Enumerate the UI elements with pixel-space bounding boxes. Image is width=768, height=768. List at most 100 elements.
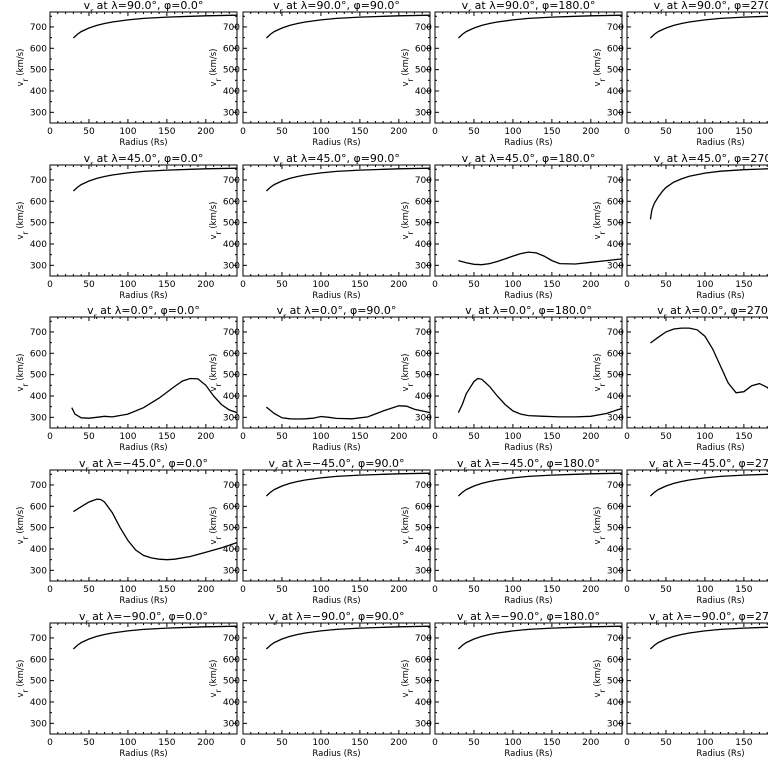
title-subscript: r: [85, 465, 89, 474]
title-v: v: [273, 0, 280, 12]
title-subscript: r: [406, 382, 415, 386]
title-v: v: [593, 81, 603, 86]
x-tick-label: 200: [197, 585, 214, 595]
title-rest: (km/s): [16, 507, 26, 537]
x-axis-label: Radius (Rs): [696, 291, 744, 301]
title-v: v: [401, 81, 411, 86]
x-tick-label: 50: [83, 432, 95, 442]
title-subscript: r: [21, 230, 30, 234]
series-line: [458, 251, 623, 266]
y-tick-label: 500: [607, 371, 624, 381]
title-rest: (km/s): [401, 507, 411, 537]
title-rest: at λ=45.0°, φ=270.0°: [663, 152, 768, 165]
y-tick-label: 600: [607, 349, 624, 359]
plot-frame: [626, 164, 768, 277]
plot-frame: [626, 622, 768, 735]
subplot-title: vr at λ=−90.0°, φ=90.0°: [268, 610, 404, 627]
title-subscript: r: [283, 312, 287, 321]
x-tick-label: 100: [312, 738, 329, 748]
title-rest: at λ=0.0°, φ=90.0°: [286, 304, 396, 317]
title-subscript: r: [598, 535, 607, 539]
x-tick-label: 200: [582, 432, 599, 442]
title-rest: at λ=45.0°, φ=90.0°: [283, 152, 400, 165]
y-tick-label: 600: [30, 197, 47, 207]
title-subscript: r: [664, 312, 668, 321]
x-tick-label: 200: [197, 127, 214, 137]
y-tick-label: 500: [607, 66, 624, 76]
title-rest: at λ=0.0°, φ=0.0°: [97, 304, 200, 317]
y-tick-label: 400: [30, 698, 47, 708]
x-axis-label: Radius (Rs): [119, 749, 167, 759]
x-axis-label: Radius (Rs): [504, 596, 552, 606]
y-axis-label: vr (km/s): [16, 660, 30, 698]
x-axis-label: Radius (Rs): [119, 443, 167, 453]
y-tick-label: 300: [415, 108, 432, 118]
x-tick-label: 50: [468, 280, 480, 290]
y-axis-label: vr (km/s): [16, 202, 30, 240]
y-tick-label: 700: [30, 634, 47, 644]
y-tick-label: 600: [607, 44, 624, 54]
title-rest: at λ=−90.0°, φ=0.0°: [89, 610, 208, 623]
x-tick-label: 100: [504, 280, 521, 290]
x-axis-label: Radius (Rs): [119, 138, 167, 148]
series-line: [457, 625, 623, 650]
x-tick-label: 150: [543, 585, 560, 595]
series-line: [650, 327, 768, 394]
x-tick-label: 200: [197, 280, 214, 290]
x-tick-label: 50: [83, 738, 95, 748]
y-tick-label: 600: [223, 197, 240, 207]
title-v: v: [16, 692, 26, 697]
y-tick-label: 300: [30, 108, 47, 118]
title-rest: (km/s): [401, 660, 411, 690]
y-tick-label: 300: [30, 566, 47, 576]
subplot-title: vr at λ=−45.0°, φ=90.0°: [268, 457, 404, 474]
title-rest: (km/s): [209, 354, 219, 384]
subplot-title: vr at λ=−45.0°, φ=270.0°: [649, 457, 768, 474]
y-tick-label: 700: [415, 328, 432, 338]
y-tick-label: 600: [607, 502, 624, 512]
title-rest: (km/s): [401, 202, 411, 232]
title-subscript: r: [214, 77, 223, 81]
y-axis-label: vr (km/s): [593, 507, 607, 545]
subplot-title: vr at λ=−90.0°, φ=270.0°: [649, 610, 768, 627]
title-subscript: r: [94, 312, 98, 321]
y-tick-label: 700: [607, 23, 624, 33]
y-tick-label: 300: [607, 261, 624, 271]
y-tick-label: 300: [30, 413, 47, 423]
y-tick-label: 600: [607, 197, 624, 207]
y-tick-label: 500: [223, 66, 240, 76]
series-line: [265, 625, 431, 650]
series-line: [649, 626, 768, 650]
y-tick-label: 300: [607, 566, 624, 576]
title-v: v: [87, 304, 94, 317]
subplot-title: vr at λ=90.0°, φ=180.0°: [462, 0, 596, 16]
y-tick-label: 400: [223, 240, 240, 250]
x-tick-label: 50: [468, 585, 480, 595]
x-axis-label: Radius (Rs): [696, 596, 744, 606]
x-tick-label: 50: [660, 127, 672, 137]
title-v: v: [209, 692, 219, 697]
y-tick-label: 700: [415, 481, 432, 491]
series-line: [72, 14, 238, 39]
x-tick-label: 100: [119, 585, 136, 595]
subplot-title: vr at λ=90.0°, φ=270.0°: [654, 0, 768, 16]
y-tick-label: 700: [223, 23, 240, 33]
x-tick-label: 0: [432, 738, 438, 748]
x-tick-label: 100: [119, 280, 136, 290]
series-line: [457, 14, 623, 39]
y-tick-label: 300: [30, 261, 47, 271]
x-tick-label: 100: [504, 585, 521, 595]
x-tick-label: 150: [735, 280, 752, 290]
y-tick-label: 500: [415, 66, 432, 76]
y-axis-label: vr (km/s): [593, 354, 607, 392]
y-tick-label: 400: [223, 392, 240, 402]
series-line: [649, 168, 768, 220]
title-subscript: r: [21, 382, 30, 386]
title-v: v: [457, 610, 464, 623]
y-tick-label: 300: [415, 566, 432, 576]
x-tick-label: 100: [696, 280, 713, 290]
title-v: v: [84, 152, 91, 165]
y-axis-label: vr (km/s): [401, 354, 415, 392]
